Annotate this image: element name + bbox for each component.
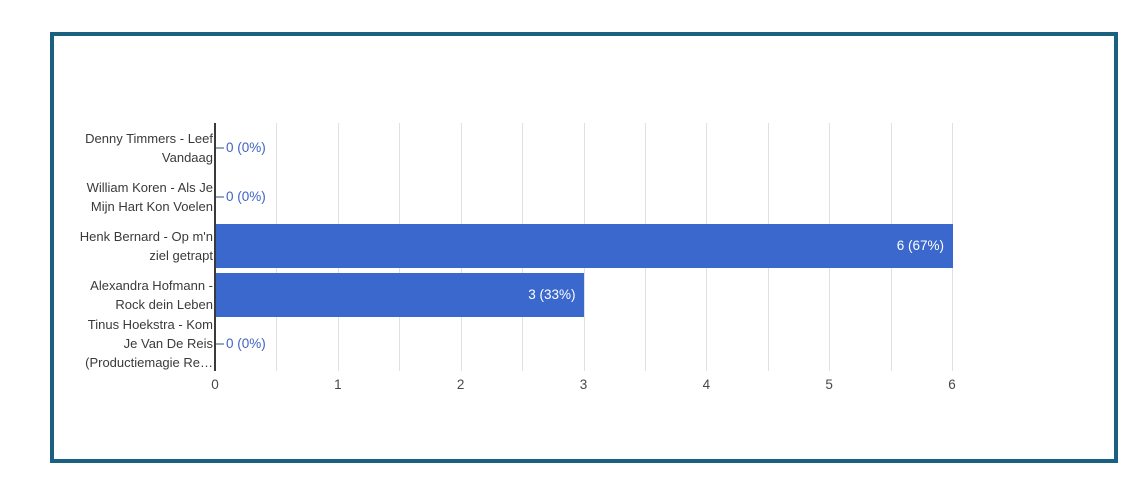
category-label-line: Denny Timmers - Leef <box>85 130 213 146</box>
zero-bar-stub <box>216 342 224 345</box>
zero-bar-stub <box>216 146 224 149</box>
x-tick-label: 5 <box>825 377 833 392</box>
category-label-line: Alexandra Hofmann - <box>90 277 213 293</box>
bar-value-label: 6 (67%) <box>896 238 944 253</box>
category-label: William Koren - Als Je Mijn Hart Kon Voel… <box>38 178 213 216</box>
bar-value-label: 0 (0%) <box>226 335 266 351</box>
category-label: Denny Timmers - Leef Vandaag <box>38 129 213 167</box>
bar-value-label: 3 (33%) <box>528 287 576 302</box>
bar-value-label: 0 (0%) <box>226 139 266 155</box>
bar: 3 (33%) <box>216 272 585 317</box>
y-axis-line <box>214 123 216 371</box>
category-label: Henk Bernard - Op m'n ziel getrapt <box>38 227 213 265</box>
category-label: Alexandra Hofmann - Rock dein Leben <box>38 276 213 314</box>
bar-value-label: 0 (0%) <box>226 188 266 204</box>
category-label-line: Vandaag <box>161 149 213 165</box>
category-label-line: Rock dein Leben <box>115 296 213 312</box>
category-label-line: ziel getrapt <box>149 247 213 263</box>
x-tick-label: 1 <box>334 377 342 392</box>
category-label-line: William Koren - Als Je <box>86 179 213 195</box>
x-tick-label: 0 <box>211 377 219 392</box>
category-label-line: Mijn Hart Kon Voelen <box>90 198 213 214</box>
x-tick-label: 4 <box>702 377 711 392</box>
category-label-line: Henk Bernard - Op m'n <box>79 228 213 244</box>
x-tick-label: 3 <box>579 377 588 392</box>
x-tick-label: 2 <box>456 377 465 392</box>
zero-bar-stub <box>216 195 224 198</box>
category-label: Tinus Hoekstra - Kom Je Van De Reis (Produ… <box>38 315 213 372</box>
bar: 6 (67%) <box>216 223 953 268</box>
category-label-line: (Productiemagie Re… <box>85 355 213 370</box>
category-label-line: Tinus Hoekstra - Kom <box>87 317 213 332</box>
x-tick-label: 6 <box>948 377 956 392</box>
category-label-line: Je Van De Reis <box>123 336 213 351</box>
